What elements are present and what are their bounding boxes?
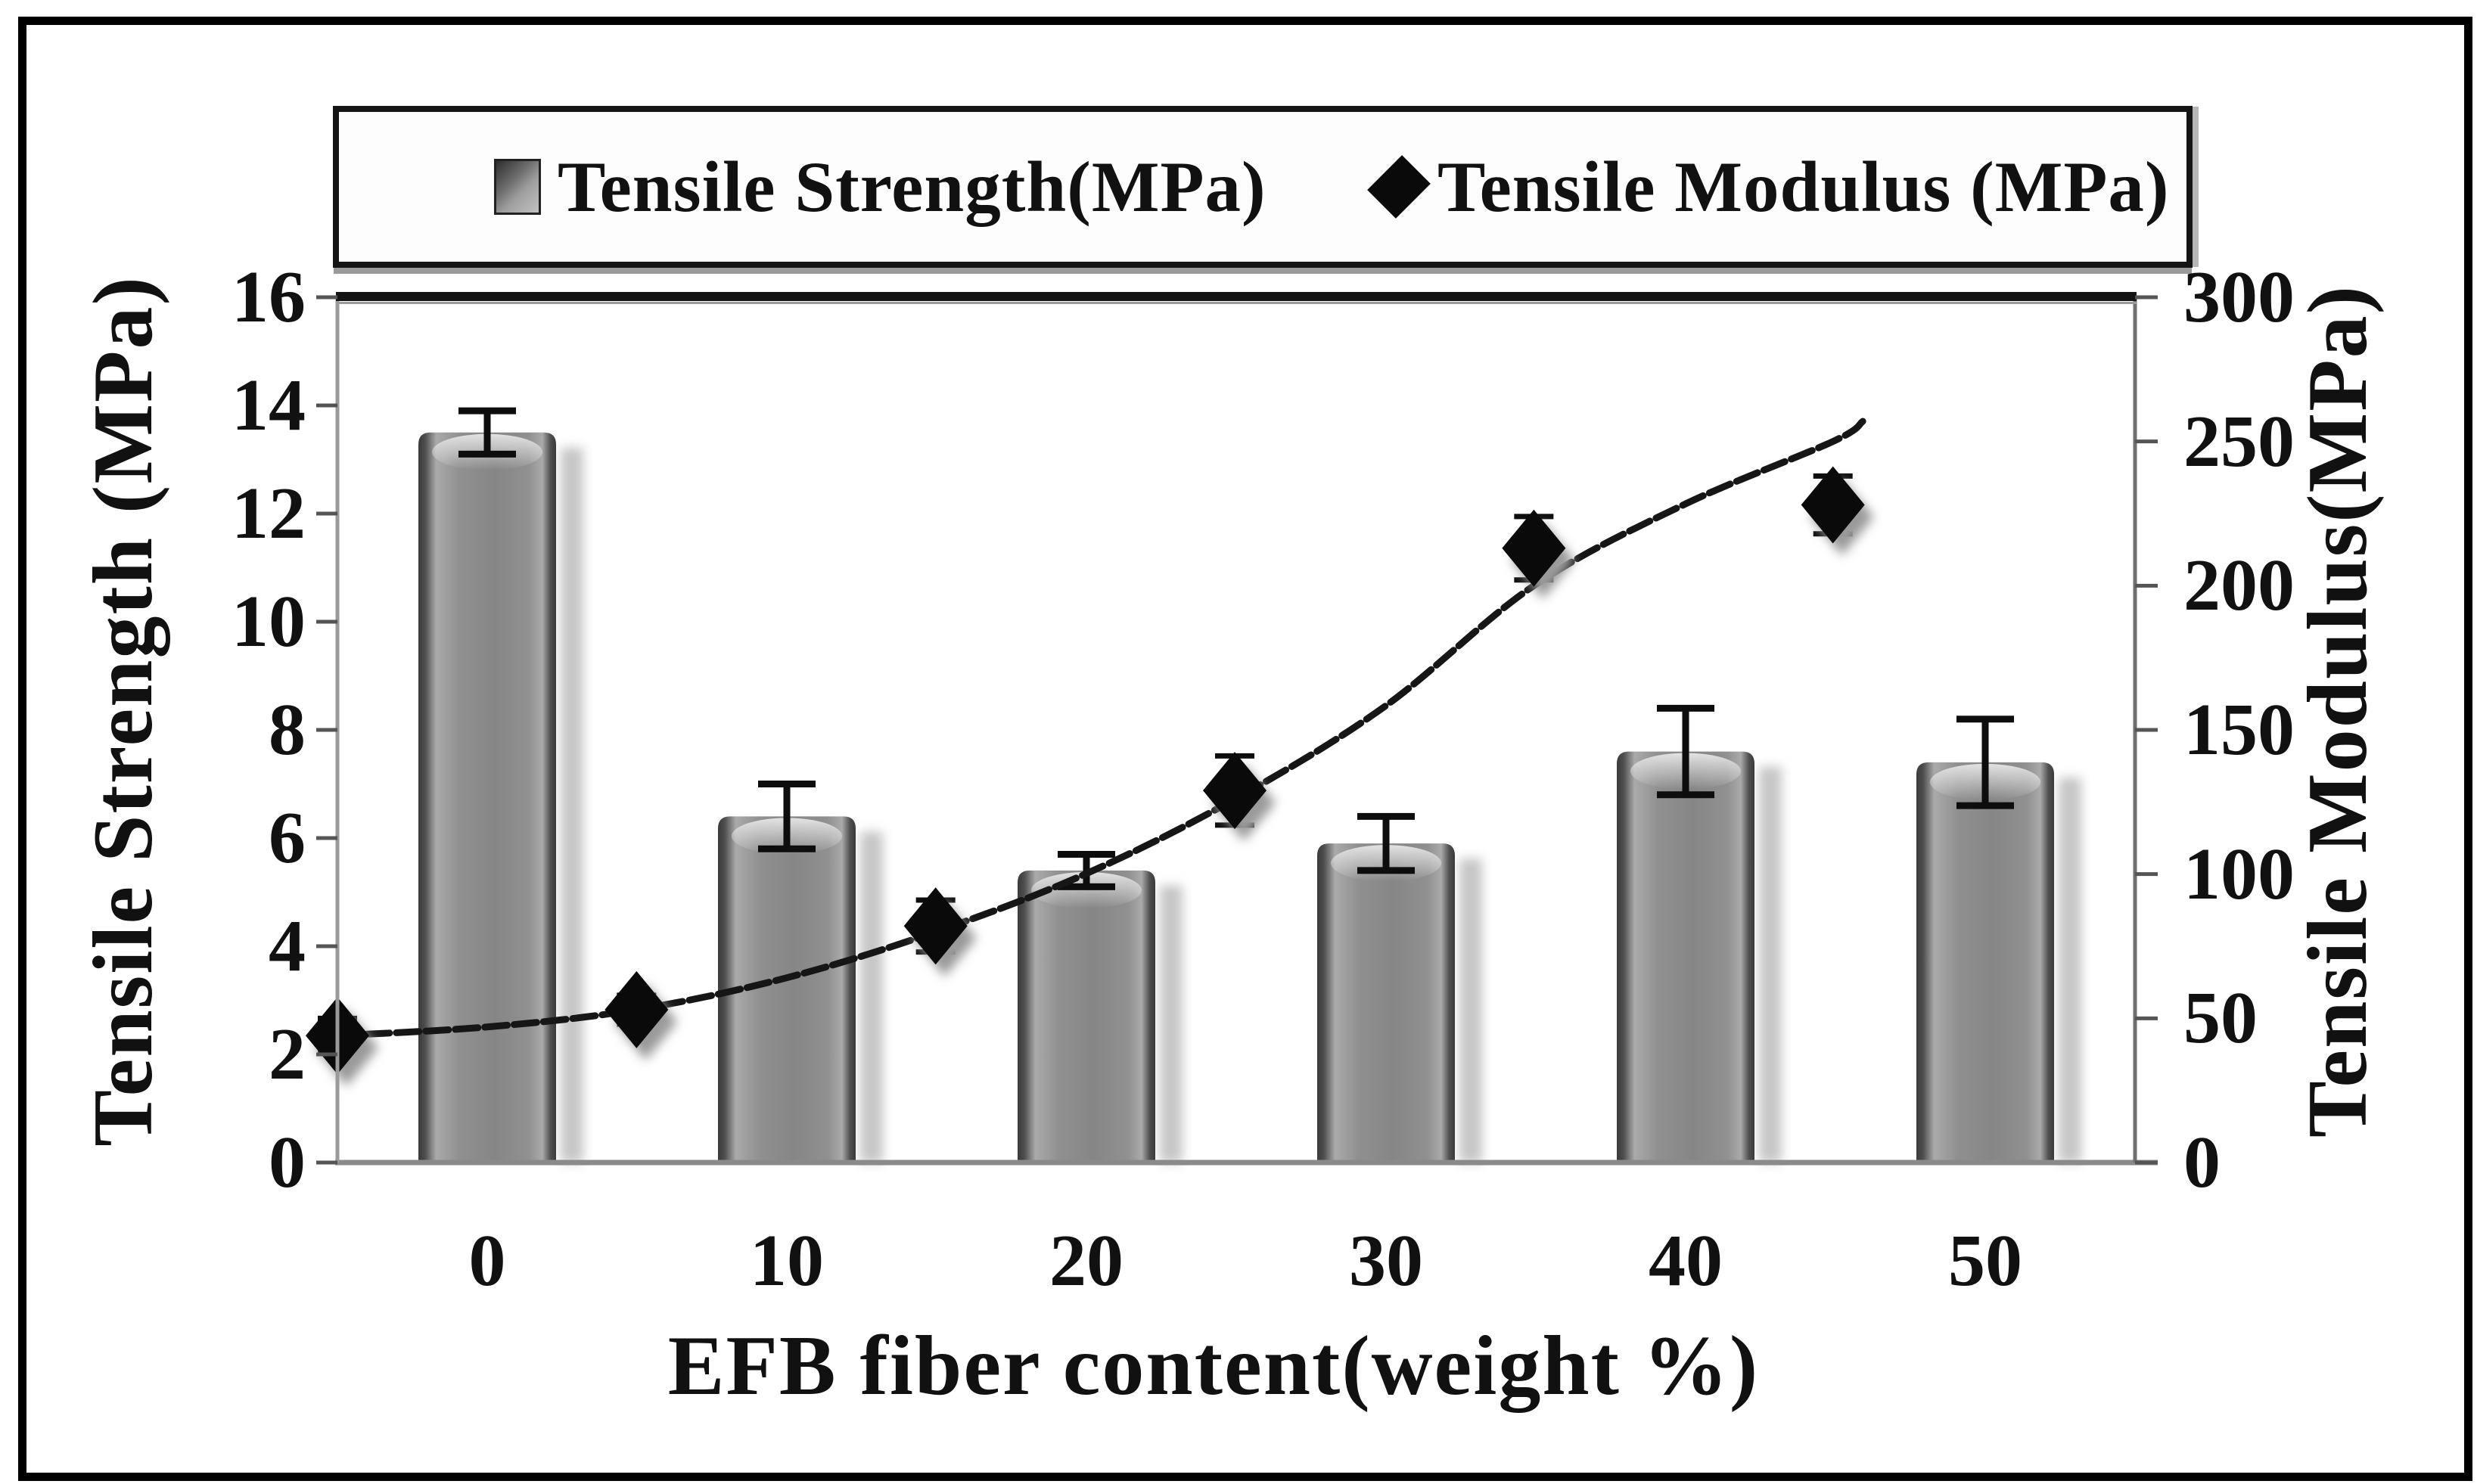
error-bar-strength-1	[758, 781, 816, 852]
left-tick-label-16: 16	[232, 256, 306, 338]
bar-1	[718, 816, 856, 1163]
right-tick-label-200: 200	[2183, 545, 2295, 627]
plot-top-border	[336, 292, 2137, 301]
left-tick-label-8: 8	[269, 689, 306, 771]
right-tick-label-0: 0	[2183, 1122, 2221, 1203]
bar-shadow-2	[1160, 885, 1183, 1163]
bar-5	[1916, 762, 2054, 1163]
left-tick-label-0: 0	[269, 1122, 306, 1203]
legend-label-modulus: Tensile Modulus (MPa)	[1437, 147, 2170, 227]
modulus-point-5	[1801, 466, 1865, 544]
right-tick-label-250: 250	[2183, 400, 2295, 483]
x-tick-label-50: 50	[1948, 1220, 2022, 1302]
error-bar-strength-3	[1357, 812, 1415, 874]
bar-shadow-5	[2059, 777, 2081, 1163]
x-tick-label-30: 30	[1349, 1220, 1423, 1302]
bar-0	[418, 432, 556, 1163]
legend-item-modulus: Tensile Modulus (MPa)	[1367, 112, 2170, 262]
plot-top-border-shade	[336, 302, 2137, 304]
x-axis-title: EFB fiber content(weight %)	[667, 1319, 1760, 1413]
legend-item-strength: Tensile Strength(MPa)	[494, 112, 1266, 262]
bar-shadow-0	[561, 447, 583, 1163]
left-tick-label-2: 2	[269, 1014, 306, 1095]
right-tick-label-50: 50	[2183, 977, 2258, 1060]
y-axis-left-title: Tensile Strength (MPa)	[76, 275, 170, 1147]
modulus-point-2	[903, 887, 968, 965]
bar-2	[1018, 870, 1155, 1163]
bar-4	[1617, 751, 1754, 1163]
modulus-point-1	[604, 970, 669, 1048]
right-tick-label-300: 300	[2183, 256, 2295, 338]
error-bar-strength-4	[1657, 704, 1714, 799]
modulus-point-4	[1502, 509, 1566, 587]
bar-swatch-icon	[494, 159, 541, 215]
error-bar-strength-5	[1956, 716, 2014, 809]
x-tick-label-20: 20	[1049, 1220, 1124, 1302]
bar-shadow-3	[1459, 858, 1482, 1163]
bar-3	[1317, 843, 1455, 1163]
right-tick-label-150: 150	[2183, 689, 2295, 771]
bar-shadow-1	[860, 831, 883, 1163]
left-tick-label-4: 4	[269, 905, 306, 987]
diamond-icon	[1367, 155, 1431, 219]
x-tick-label-10: 10	[750, 1220, 824, 1302]
bar-shadow-4	[1759, 766, 1782, 1163]
left-tick-label-12: 12	[232, 473, 306, 554]
left-tick-label-14: 14	[232, 365, 306, 446]
left-tick-label-10: 10	[232, 581, 306, 663]
error-bar-strength-0	[458, 407, 516, 458]
y-axis-right-title: Tensile Modulus(MPa)	[2291, 284, 2385, 1138]
modulus-point-3	[1203, 752, 1267, 830]
legend-box: Tensile Strength(MPa) Tensile Modulus (M…	[333, 106, 2193, 268]
x-tick-label-0: 0	[468, 1220, 506, 1302]
left-tick-label-6: 6	[269, 797, 306, 879]
x-tick-label-40: 40	[1649, 1220, 1723, 1302]
legend-label-strength: Tensile Strength(MPa)	[558, 147, 1266, 227]
right-tick-label-100: 100	[2183, 833, 2295, 915]
bar-top-highlight-2	[1031, 871, 1142, 908]
